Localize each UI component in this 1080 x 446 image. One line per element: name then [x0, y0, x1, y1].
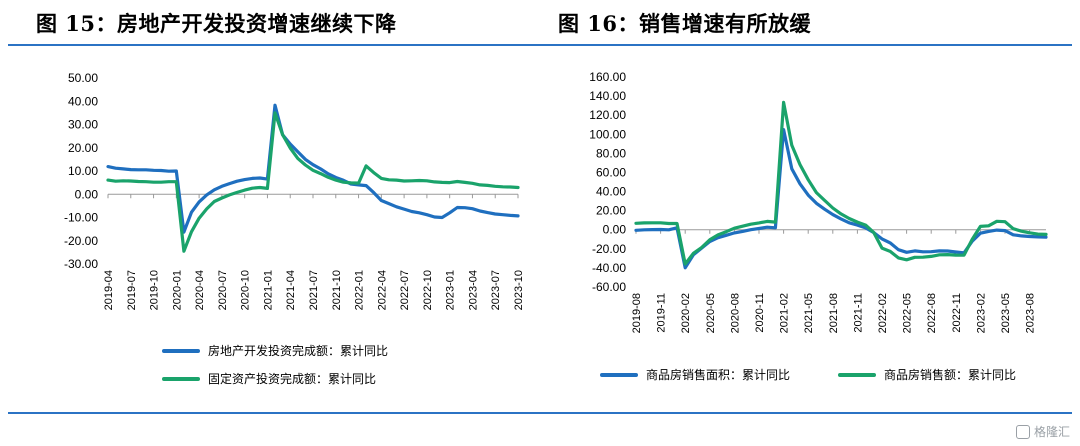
x-tick-label: 2019-07 [126, 270, 138, 310]
y-tick-label: 0.00 [75, 187, 99, 201]
x-tick-label: 2023-10 [513, 270, 525, 310]
y-tick-label: 40.00 [596, 185, 626, 199]
series-line-0 [106, 103, 520, 234]
x-tick-label: 2023-04 [467, 270, 479, 310]
legend-item-real-estate-investment: 房地产开发投资完成额：累计同比 [162, 342, 388, 359]
figure-16-title: 图 16：销售增速有所放缓 [558, 11, 812, 36]
y-tick-label: -20.00 [64, 234, 98, 248]
y-tick-label: 20.00 [596, 204, 626, 218]
x-tick-label: 2023-02 [975, 293, 987, 333]
x-tick-label: 2019-08 [631, 293, 643, 333]
y-tick-label: 20.00 [68, 141, 98, 155]
top-rule [8, 44, 1072, 46]
x-tick-label: 2020-05 [705, 293, 717, 333]
x-tick-label: 2022-08 [926, 293, 938, 333]
x-tick-label: 2021-02 [779, 293, 791, 333]
legend-label: 房地产开发投资完成额：累计同比 [208, 344, 389, 358]
x-tick-label: 2021-11 [852, 293, 864, 333]
legend-swatch-blue [600, 372, 638, 377]
x-tick-label: 2020-10 [240, 270, 252, 310]
y-tick-label: 50.00 [68, 71, 98, 85]
y-tick-label: 10.00 [68, 164, 98, 178]
watermark-text: 格隆汇 [1033, 425, 1070, 439]
x-tick-label: 2021-07 [308, 270, 320, 310]
x-tick-label: 2022-01 [354, 270, 366, 310]
y-tick-label: 140.00 [589, 89, 626, 103]
y-tick-label: 160.00 [589, 70, 626, 84]
x-tick-label: 2020-01 [171, 270, 183, 310]
x-tick-label: 2023-01 [445, 270, 457, 310]
bottom-rule [8, 412, 1072, 414]
x-tick-label: 2019-10 [149, 270, 161, 310]
y-tick-label: 100.00 [589, 127, 626, 141]
x-tick-label: 2021-04 [285, 270, 297, 310]
y-tick-label: 60.00 [596, 165, 626, 179]
x-tick-label: 2020-07 [217, 270, 229, 310]
legend-swatch-green [162, 376, 200, 381]
x-tick-label: 2022-10 [422, 270, 434, 310]
y-tick-label: 40.00 [68, 94, 98, 108]
y-tick-label: -20.00 [592, 242, 626, 256]
watermark-logo-icon [1015, 424, 1030, 439]
x-tick-label: 2022-11 [951, 293, 963, 333]
y-tick-label: -10.00 [64, 211, 98, 225]
x-tick-label: 2022-02 [877, 293, 889, 333]
x-tick-label: 2023-05 [1000, 293, 1012, 333]
x-tick-label: 2022-04 [376, 270, 388, 310]
x-tick-label: 2020-02 [680, 293, 692, 333]
y-tick-label: 30.00 [68, 118, 98, 132]
x-tick-label: 2019-04 [103, 270, 115, 310]
y-tick-label: 0.00 [603, 223, 627, 237]
legend-item-sales-area: 商品房销售面积：累计同比 [600, 366, 790, 383]
x-tick-label: 2023-07 [490, 270, 502, 310]
y-tick-label: -40.00 [592, 261, 626, 275]
legend-item-sales-value: 商品房销售额：累计同比 [838, 366, 1016, 383]
series-line-1 [634, 100, 1048, 266]
y-tick-label: 80.00 [596, 146, 626, 160]
watermark: 格隆汇 [1015, 423, 1070, 440]
legend-label: 商品房销售面积：累计同比 [646, 368, 791, 382]
legend-swatch-green [838, 372, 876, 377]
legend-swatch-blue [162, 348, 200, 353]
y-tick-label: -60.00 [592, 280, 626, 294]
x-tick-label: 2023-08 [1025, 293, 1037, 333]
x-tick-label: 2021-01 [262, 270, 274, 310]
legend-label: 固定资产投资完成额：累计同比 [208, 372, 377, 386]
x-tick-label: 2019-11 [656, 293, 668, 333]
x-tick-label: 2020-04 [194, 270, 206, 310]
sales-growth-chart: -60.00 -40.00 -20.00 0.00 20.00 40.00 60.00 80.… [589, 70, 1048, 333]
x-tick-label: 2021-05 [803, 293, 815, 333]
x-tick-label: 2020-11 [754, 293, 766, 333]
y-tick-label: 120.00 [589, 108, 626, 122]
x-tick-label: 2022-07 [399, 270, 411, 310]
series-line-1 [106, 111, 520, 253]
legend-label: 商品房销售额：累计同比 [884, 368, 1017, 382]
figure-15-title: 图 15：房地产开发投资增速继续下降 [36, 11, 397, 36]
x-tick-label: 2021-10 [331, 270, 343, 310]
series-line-0 [634, 128, 1048, 270]
legend-item-fixed-asset-investment: 固定资产投资完成额：累计同比 [162, 370, 376, 387]
investment-growth-chart: -30.00 -20.00 -10.00 0.00 10.00 20.00 30.00 40.… [64, 71, 525, 310]
y-tick-label: -30.00 [64, 257, 98, 271]
x-tick-label: 2022-05 [902, 293, 914, 333]
x-tick-label: 2020-08 [729, 293, 741, 333]
x-tick-label: 2021-08 [828, 293, 840, 333]
